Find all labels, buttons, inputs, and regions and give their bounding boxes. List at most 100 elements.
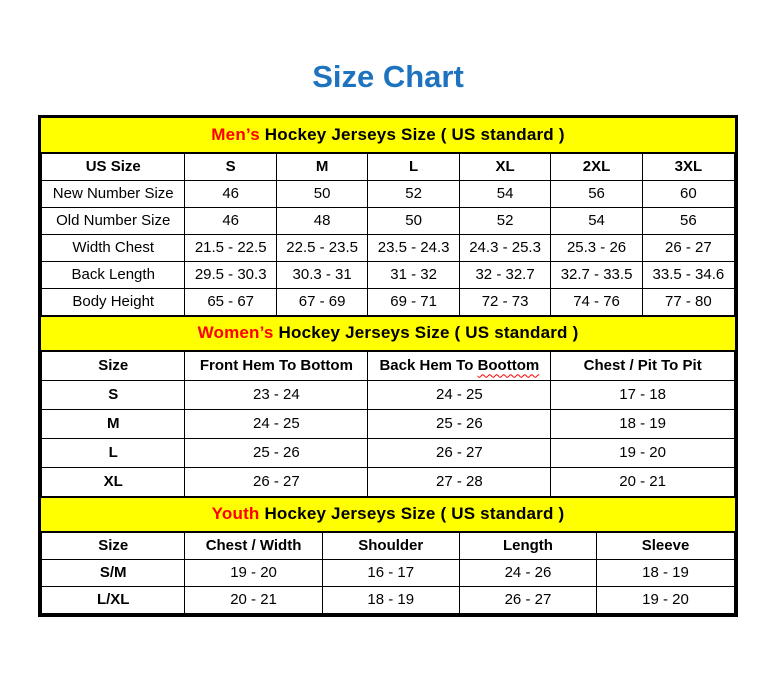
row-label: New Number Size (40, 179, 186, 208)
page-title: Size Chart (312, 59, 464, 94)
youth-header-rest: Hockey Jerseys Size ( US standard ) (259, 504, 565, 524)
table-row: Old Number Size 46 48 50 52 54 56 (40, 206, 736, 235)
size-value: 24 - 26 (458, 558, 598, 587)
size-value: 29.5 - 30.3 (184, 260, 277, 289)
column-header: S (184, 152, 277, 181)
size-value: 24 - 25 (184, 408, 369, 439)
womens-size-table: Size Front Hem To Bottom Back Hem To Boo… (40, 350, 735, 497)
row-label: L/XL (40, 585, 186, 614)
size-value: 24.3 - 25.3 (458, 233, 552, 262)
column-header-text: Back Hem To (379, 357, 478, 375)
size-chart: Men’s Hockey Jerseys Size ( US standard … (38, 114, 738, 617)
mens-header-row: US Size S M L XL 2XL 3XL (40, 152, 736, 181)
womens-header-highlight: Women’s (197, 323, 274, 343)
size-value: 32.7 - 33.5 (550, 260, 643, 289)
column-header: Length (458, 531, 598, 560)
size-value: 32 - 32.7 (458, 260, 552, 289)
row-label: Width Chest (40, 233, 186, 262)
table-row: S 23 - 24 24 - 25 17 - 18 (40, 379, 735, 410)
womens-header-row: Size Front Hem To Bottom Back Hem To Boo… (40, 350, 735, 381)
column-header: 2XL (550, 152, 643, 181)
womens-header-rest: Hockey Jerseys Size ( US standard ) (273, 323, 579, 343)
column-header: Chest / Pit To Pit (550, 350, 735, 381)
row-label: M (40, 408, 186, 439)
youth-size-table: Size Chest / Width Shoulder Length Sleev… (40, 531, 735, 614)
column-header: Size (40, 350, 186, 381)
row-label: Back Length (40, 260, 186, 289)
size-value: 74 - 76 (550, 287, 643, 316)
size-value: 60 (641, 179, 736, 208)
size-value: 25 - 26 (367, 408, 552, 439)
row-label: S (40, 379, 186, 410)
size-value: 50 (367, 206, 460, 235)
youth-section-header: Youth Hockey Jerseys Size ( US standard … (41, 496, 735, 532)
size-value: 26 - 27 (184, 466, 369, 497)
youth-header-row: Size Chest / Width Shoulder Length Sleev… (40, 531, 735, 560)
size-value: 27 - 28 (367, 466, 552, 497)
table-row: S/M 19 - 20 16 - 17 24 - 26 18 - 19 (40, 558, 735, 587)
size-value: 67 - 69 (275, 287, 369, 316)
size-value: 46 (184, 206, 277, 235)
column-header: Size (40, 531, 186, 560)
size-value: 16 - 17 (321, 558, 460, 587)
size-value: 19 - 20 (596, 585, 735, 614)
row-label: L (40, 437, 186, 468)
column-header: US Size (40, 152, 186, 181)
mens-size-table: US Size S M L XL 2XL 3XL New Number Size… (40, 152, 736, 316)
size-value: 20 - 21 (184, 585, 323, 614)
table-row: Width Chest 21.5 - 22.5 22.5 - 23.5 23.5… (40, 233, 736, 262)
size-value: 30.3 - 31 (275, 260, 369, 289)
row-label: Body Height (40, 287, 186, 316)
misspelled-word: Boottom (477, 357, 540, 375)
size-value: 65 - 67 (184, 287, 277, 316)
size-value: 50 (275, 179, 369, 208)
size-value: 31 - 32 (367, 260, 460, 289)
size-value: 33.5 - 34.6 (641, 260, 736, 289)
size-value: 52 (458, 206, 552, 235)
mens-section-header: Men’s Hockey Jerseys Size ( US standard … (41, 117, 735, 153)
column-header: Sleeve (596, 531, 735, 560)
size-value: 26 - 27 (458, 585, 598, 614)
size-value: 23 - 24 (184, 379, 369, 410)
row-label: XL (40, 466, 186, 497)
size-value: 25.3 - 26 (550, 233, 643, 262)
size-value: 54 (550, 206, 643, 235)
row-label: Old Number Size (40, 206, 186, 235)
size-value: 26 - 27 (367, 437, 552, 468)
size-value: 23.5 - 24.3 (367, 233, 460, 262)
size-value: 19 - 20 (184, 558, 323, 587)
size-value: 25 - 26 (184, 437, 369, 468)
column-header: Front Hem To Bottom (184, 350, 369, 381)
size-value: 77 - 80 (641, 287, 736, 316)
column-header: Back Hem To Boottom (367, 350, 552, 381)
size-value: 20 - 21 (550, 466, 735, 497)
table-row: Body Height 65 - 67 67 - 69 69 - 71 72 -… (40, 287, 736, 316)
mens-header-highlight: Men’s (211, 124, 260, 144)
table-row: L 25 - 26 26 - 27 19 - 20 (40, 437, 735, 468)
table-row: New Number Size 46 50 52 54 56 60 (40, 179, 736, 208)
column-header: Shoulder (321, 531, 460, 560)
size-value: 72 - 73 (458, 287, 552, 316)
column-header: M (275, 152, 369, 181)
table-row: Back Length 29.5 - 30.3 30.3 - 31 31 - 3… (40, 260, 736, 289)
youth-header-highlight: Youth (211, 504, 260, 524)
size-value: 22.5 - 23.5 (275, 233, 369, 262)
row-label: S/M (40, 558, 186, 587)
mens-header-rest: Hockey Jerseys Size ( US standard ) (259, 124, 565, 144)
size-value: 18 - 19 (550, 408, 735, 439)
size-value: 17 - 18 (550, 379, 735, 410)
column-header: 3XL (641, 152, 736, 181)
size-value: 19 - 20 (550, 437, 735, 468)
womens-section-header: Women’s Hockey Jerseys Size ( US standar… (41, 315, 735, 351)
size-value: 69 - 71 (367, 287, 460, 316)
size-value: 21.5 - 22.5 (184, 233, 277, 262)
column-header: L (367, 152, 460, 181)
size-value: 48 (275, 206, 369, 235)
size-value: 18 - 19 (321, 585, 460, 614)
size-value: 26 - 27 (641, 233, 736, 262)
size-value: 54 (458, 179, 552, 208)
size-value: 56 (641, 206, 736, 235)
table-row: XL 26 - 27 27 - 28 20 - 21 (40, 466, 735, 497)
column-header: Chest / Width (184, 531, 323, 560)
size-value: 56 (550, 179, 643, 208)
